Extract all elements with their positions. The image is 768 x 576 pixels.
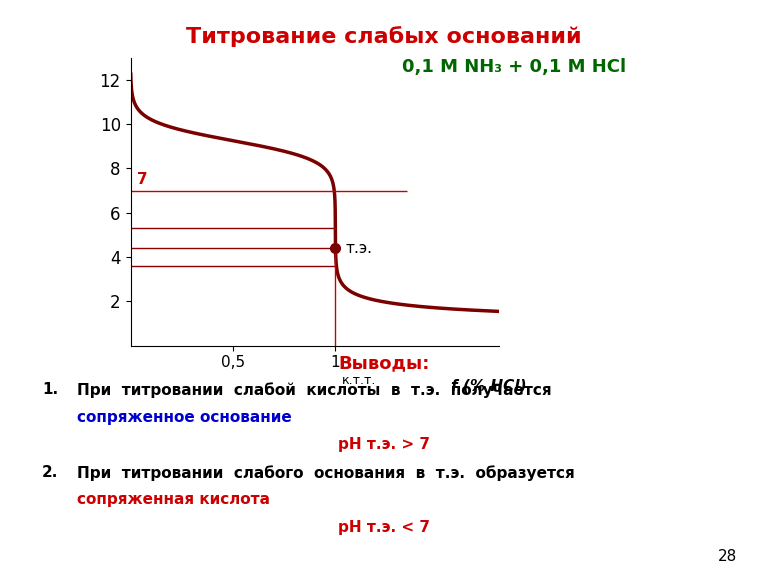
Text: При  титровании  слабого  основания  в  т.э.  образуется: При титровании слабого основания в т.э. …: [77, 465, 574, 480]
Text: рН т.э. < 7: рН т.э. < 7: [338, 520, 430, 535]
Text: 28: 28: [718, 550, 737, 564]
Text: При  титровании  слабой  кислоты  в  т.э.  получается: При титровании слабой кислоты в т.э. пол…: [77, 382, 551, 397]
Text: Выводы:: Выводы:: [339, 354, 429, 372]
Text: 1.: 1.: [42, 382, 58, 397]
Text: к.т.т.: к.т.т.: [342, 374, 376, 388]
Text: сопряженное основание: сопряженное основание: [77, 410, 292, 425]
Text: сопряженная кислота: сопряженная кислота: [77, 492, 270, 507]
Text: т.э.: т.э.: [346, 241, 372, 256]
Text: Титрование слабых оснований: Титрование слабых оснований: [186, 26, 582, 47]
Text: f (% HCl): f (% HCl): [451, 379, 527, 394]
Text: 7: 7: [137, 172, 147, 187]
Text: 0,1 М NH₃ + 0,1 М HCl: 0,1 М NH₃ + 0,1 М HCl: [402, 58, 627, 75]
Text: 2.: 2.: [42, 465, 58, 480]
Text: рН т.э. > 7: рН т.э. > 7: [338, 437, 430, 452]
